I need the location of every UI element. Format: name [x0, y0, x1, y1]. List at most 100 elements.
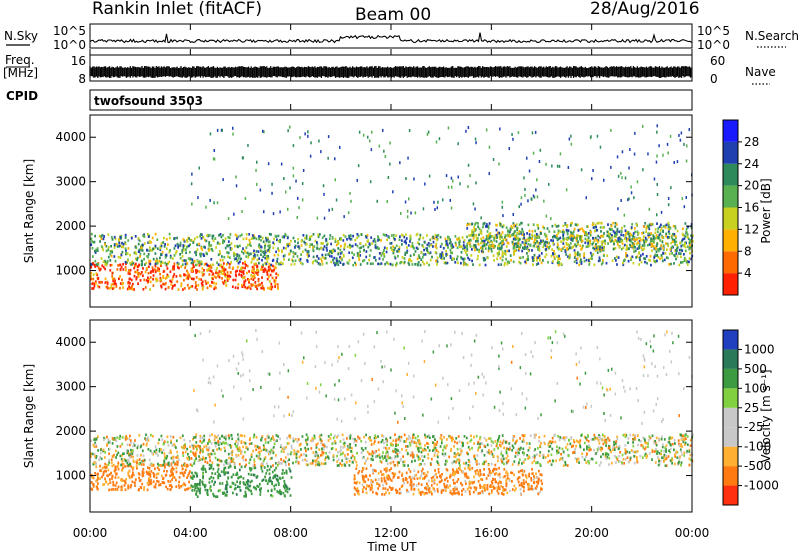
- heatmap-cell: [355, 461, 357, 464]
- heatmap-cell: [297, 255, 299, 258]
- heatmap-cell: [493, 237, 495, 240]
- heatmap-cell: [340, 238, 342, 241]
- heatmap-cell: [592, 223, 594, 226]
- heatmap-cell: [552, 225, 554, 228]
- heatmap-cell: [518, 233, 520, 236]
- heatmap-cell: [194, 260, 196, 263]
- heatmap-cell: [456, 492, 458, 495]
- heatmap-cell: [452, 257, 454, 260]
- heatmap-cell: [217, 241, 219, 244]
- heatmap-cell: [579, 236, 581, 239]
- heatmap-cell: [217, 470, 219, 473]
- heatmap-cell: [437, 206, 439, 209]
- heatmap-cell: [636, 224, 638, 227]
- heatmap-cell: [150, 276, 152, 279]
- heatmap-cell: [237, 246, 239, 249]
- heatmap-cell: [363, 486, 365, 489]
- heatmap-cell: [606, 235, 608, 238]
- heatmap-cell: [523, 486, 525, 489]
- heatmap-cell: [563, 231, 565, 234]
- heatmap-cell: [254, 281, 256, 284]
- noise-right-tick-top: 10^5: [697, 24, 730, 38]
- heatmap-cell: [474, 486, 476, 489]
- heatmap-cell: [110, 472, 112, 475]
- heatmap-cell: [591, 255, 593, 258]
- heatmap-cell: [226, 485, 228, 488]
- heatmap-cell: [464, 239, 466, 242]
- heatmap-cell: [138, 250, 140, 253]
- heatmap-cell: [436, 476, 438, 479]
- heatmap-cell: [187, 272, 189, 275]
- heatmap-cell: [259, 483, 261, 486]
- heatmap-cell: [536, 245, 538, 248]
- heatmap-cell: [576, 237, 578, 240]
- heatmap-cell: [241, 250, 243, 253]
- heatmap-cell: [240, 268, 242, 271]
- heatmap-cell: [169, 480, 171, 483]
- heatmap-cell: [554, 230, 556, 233]
- heatmap-cell: [430, 259, 432, 262]
- heatmap-cell: [196, 236, 198, 239]
- heatmap-cell: [122, 246, 124, 249]
- heatmap-cell: [597, 235, 599, 238]
- heatmap-cell: [282, 448, 284, 451]
- heatmap-cell: [354, 474, 356, 477]
- heatmap-cell: [189, 275, 191, 278]
- heatmap-cell: [237, 287, 239, 290]
- heatmap-cell: [132, 471, 134, 474]
- heatmap-cell: [551, 248, 553, 251]
- heatmap-cell: [214, 149, 216, 152]
- heatmap-cell: [272, 247, 274, 250]
- heatmap-cell: [300, 258, 302, 261]
- heatmap-cell: [489, 172, 491, 175]
- heatmap-cell: [387, 200, 389, 203]
- heatmap-cell: [557, 165, 559, 168]
- heatmap-cell: [551, 165, 553, 168]
- heatmap-cell: [241, 466, 243, 469]
- heatmap-cell: [116, 482, 118, 485]
- heatmap-cell: [451, 186, 453, 189]
- heatmap-cell: [358, 490, 360, 493]
- heatmap-cell: [464, 247, 466, 250]
- heatmap-cell: [137, 257, 139, 260]
- heatmap-cell: [378, 248, 380, 251]
- heatmap-cell: [409, 129, 411, 132]
- heatmap-cell: [208, 249, 210, 252]
- heatmap-cell: [389, 163, 391, 166]
- heatmap-cell: [447, 262, 449, 265]
- heatmap-cell: [161, 475, 163, 478]
- heatmap-cell: [155, 271, 157, 274]
- heatmap-cell: [393, 476, 395, 479]
- heatmap-cell: [244, 276, 246, 279]
- heatmap-cell: [141, 483, 143, 486]
- heatmap-cell: [497, 487, 499, 490]
- heatmap-cell: [580, 239, 582, 242]
- heatmap-cell: [399, 235, 401, 238]
- heatmap-cell: [666, 248, 668, 251]
- heatmap-cell: [603, 254, 605, 257]
- heatmap-cell: [99, 269, 101, 272]
- heatmap-cell: [426, 488, 428, 491]
- heatmap-cell: [266, 271, 268, 274]
- heatmap-cell: [577, 254, 579, 257]
- heatmap-cell: [217, 272, 219, 275]
- heatmap-cell: [281, 163, 283, 166]
- heatmap-cell: [569, 254, 571, 257]
- heatmap-cell: [446, 477, 448, 480]
- heatmap-cell: [557, 244, 559, 247]
- heatmap-cell: [506, 492, 508, 495]
- heatmap-cell: [365, 256, 367, 259]
- heatmap-cell: [298, 206, 300, 209]
- heatmap-cell: [221, 236, 223, 239]
- heatmap-cell: [97, 477, 99, 480]
- heatmap-cell: [145, 271, 147, 274]
- heatmap-cell: [651, 250, 653, 253]
- heatmap-cell: [614, 225, 616, 228]
- heatmap-cell: [228, 434, 230, 437]
- heatmap-cell: [485, 488, 487, 491]
- heatmap-cell: [436, 441, 438, 444]
- heatmap-cell: [520, 488, 522, 491]
- heatmap-cell: [482, 226, 484, 229]
- heatmap-cell: [242, 262, 244, 265]
- heatmap-cell: [125, 266, 127, 269]
